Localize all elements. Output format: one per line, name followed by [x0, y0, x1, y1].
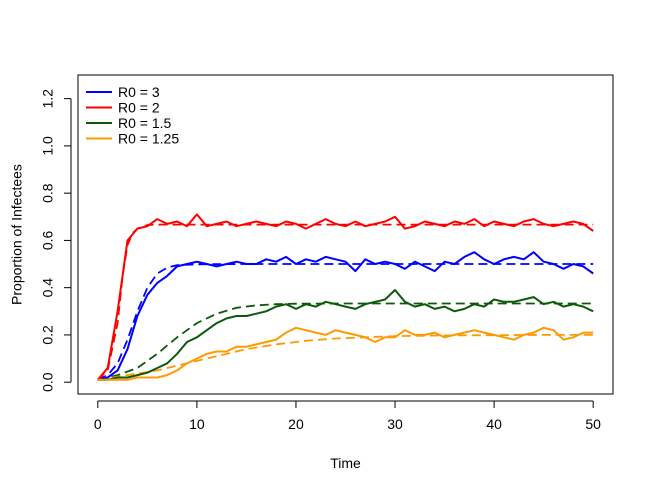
plot-frame	[77, 74, 614, 395]
x-tick-label: 10	[189, 416, 205, 432]
stochastic-line-2	[97, 289, 594, 381]
x-tick-label: 20	[288, 416, 304, 432]
deterministic-line-0	[97, 263, 594, 381]
deterministic-lines	[97, 223, 594, 381]
x-tick-label: 40	[486, 416, 502, 432]
y-tick-label: 1.2	[40, 89, 56, 109]
deterministic-line-2	[97, 302, 594, 381]
x-tick-label: 50	[585, 416, 601, 432]
y-tick-label: 0.6	[40, 230, 56, 250]
legend-label: R0 = 1.25	[118, 131, 179, 147]
y-tick-label: 0.8	[40, 183, 56, 203]
stochastic-line-1	[97, 213, 594, 381]
deterministic-line-1	[97, 223, 594, 381]
legend-label: R0 = 3	[118, 84, 160, 100]
y-axis-title: Proportion of Infectees	[9, 164, 25, 305]
y-axis: 0.0 0.2 0.4 0.6 0.8 1.0 1.2	[40, 89, 72, 392]
legend-label: R0 = 1.5	[118, 115, 172, 131]
stochastic-line-3	[97, 326, 594, 381]
x-tick-label: 30	[387, 416, 403, 432]
x-tick-label: 0	[94, 416, 102, 432]
y-tick-label: 1.0	[40, 136, 56, 156]
stochastic-lines	[97, 213, 594, 381]
stochastic-line-0	[97, 251, 594, 381]
y-tick-label: 0.4	[40, 278, 56, 298]
deterministic-line-3	[97, 334, 594, 381]
x-axis-title: Time	[330, 455, 361, 471]
x-axis: 0 10 20 30 40 50	[94, 400, 601, 432]
y-tick-label: 0.0	[40, 372, 56, 392]
legend: R0 = 3R0 = 2R0 = 1.5R0 = 1.25	[86, 84, 179, 147]
y-tick-label: 0.2	[40, 325, 56, 345]
legend-label: R0 = 2	[118, 100, 160, 116]
